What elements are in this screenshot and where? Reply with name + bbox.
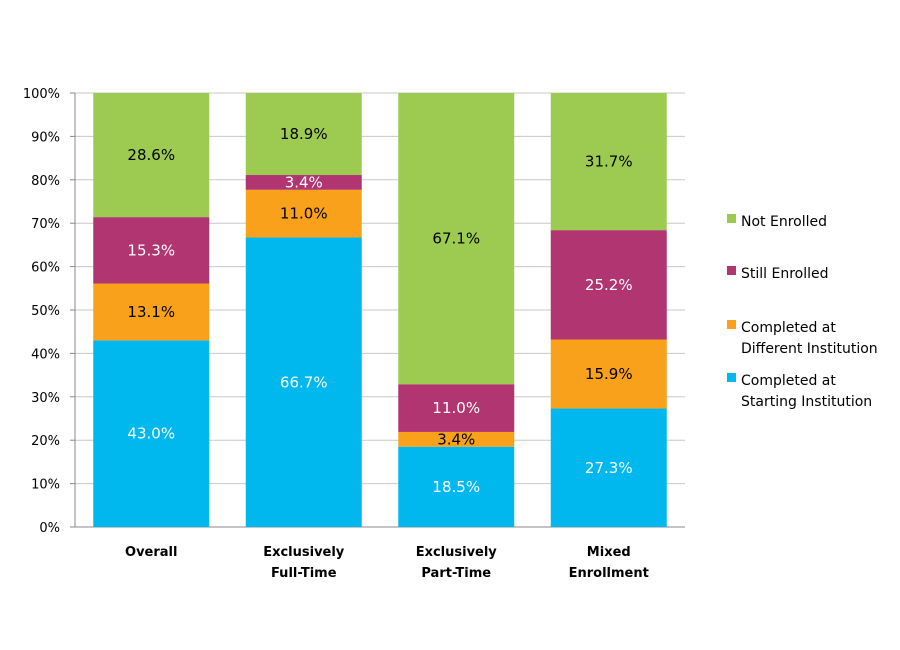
data-label: 15.9% <box>585 365 633 383</box>
data-label: 11.0% <box>432 399 480 417</box>
data-label: 66.7% <box>280 373 328 391</box>
data-label: 11.0% <box>280 205 328 223</box>
data-label: 15.3% <box>127 241 175 259</box>
data-label: 43.0% <box>127 425 175 443</box>
data-label: 18.5% <box>432 478 480 496</box>
legend-label: Completed at <box>741 320 836 336</box>
bar-segment <box>93 93 210 218</box>
y-tick-label: 70% <box>31 217 60 232</box>
data-label: 3.4% <box>285 173 323 191</box>
bar-segment <box>398 93 515 385</box>
data-label: 3.4% <box>437 430 475 448</box>
bar-segment <box>93 340 210 527</box>
bar-segment <box>245 175 362 190</box>
bar-segment <box>398 384 515 432</box>
x-category-label: Exclusively <box>416 545 498 560</box>
data-label: 27.3% <box>585 459 633 477</box>
legend-label: Still Enrolled <box>741 266 829 282</box>
y-tick-label: 10% <box>31 478 60 493</box>
y-tick-label: 60% <box>31 261 60 276</box>
y-tick-label: 90% <box>31 130 60 145</box>
x-category-label: Part-Time <box>421 566 491 581</box>
data-label: 13.1% <box>127 303 175 321</box>
x-category-label: Mixed <box>587 545 631 560</box>
y-tick-label: 0% <box>39 521 60 536</box>
bar-segment <box>550 339 667 409</box>
bar-segment <box>245 237 362 527</box>
legend-label: Completed at <box>741 373 836 389</box>
bar-segment <box>398 431 515 447</box>
legend-label: Starting Institution <box>741 394 872 410</box>
y-tick-label: 50% <box>31 304 60 319</box>
legend-swatch <box>727 266 736 275</box>
data-label: 28.6% <box>127 146 175 164</box>
y-tick-label: 100% <box>23 87 60 102</box>
x-category-label: Overall <box>125 545 177 560</box>
legend-label: Different Institution <box>741 341 878 357</box>
x-category-label: Enrollment <box>569 566 649 581</box>
bar-segment <box>550 230 667 340</box>
bar-segment <box>245 189 362 238</box>
y-tick-label: 20% <box>31 434 60 449</box>
legend-swatch <box>727 214 736 223</box>
bar-segment <box>93 283 210 341</box>
x-category-label: Exclusively <box>263 545 345 560</box>
y-tick-label: 40% <box>31 347 60 362</box>
data-label: 25.2% <box>585 276 633 294</box>
bar-segment <box>93 217 210 284</box>
bar-segment <box>550 408 667 527</box>
y-tick-label: 80% <box>31 174 60 189</box>
bar-segment <box>398 446 515 527</box>
legend-swatch <box>727 320 736 329</box>
data-label: 18.9% <box>280 125 328 143</box>
y-tick-label: 30% <box>31 391 60 406</box>
legend-label: Not Enrolled <box>741 214 827 230</box>
bar-segment <box>550 93 667 231</box>
bar-segment <box>245 93 362 176</box>
data-label: 31.7% <box>585 153 633 171</box>
legend-swatch <box>727 373 736 382</box>
x-category-label: Full-Time <box>271 566 337 581</box>
data-label: 67.1% <box>432 230 480 248</box>
